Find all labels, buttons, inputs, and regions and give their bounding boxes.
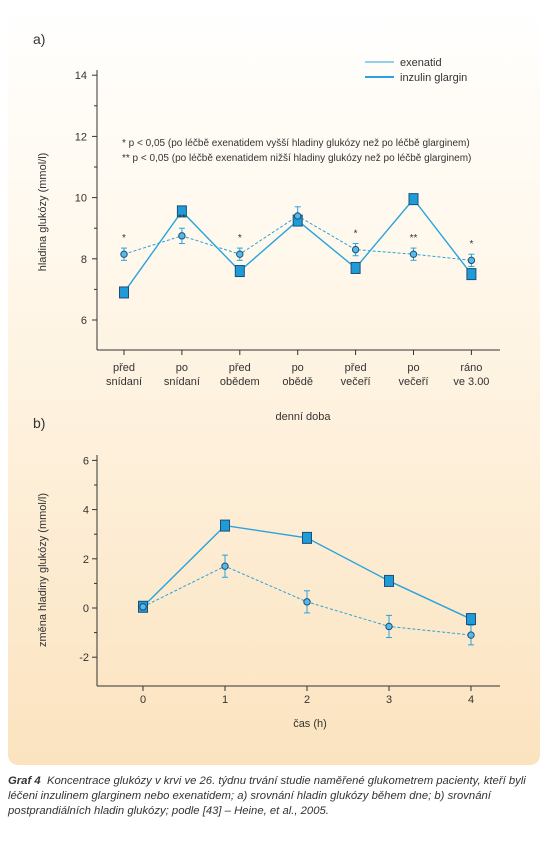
panel-b-y-tick-label: 0 xyxy=(83,603,89,615)
panel-b-glargin-point xyxy=(466,613,476,626)
panel-b-exenatid-point xyxy=(139,603,147,611)
panel-b-y-tick-label: 6 xyxy=(83,455,89,467)
panel-a-annotation: * p < 0,05 (po léčbě exenatidem vyšší hl… xyxy=(122,138,470,149)
panel-a-y-axis-title: hladina glukózy (mmol/l) xyxy=(37,153,49,272)
panel-a-exenatid-point xyxy=(120,250,128,258)
panel-a-significance-mark: * xyxy=(354,229,358,240)
panel-b-x-axis-title: čas (h) xyxy=(293,718,327,730)
panel-a-x-tick-label: večeří xyxy=(341,376,371,388)
figure-caption: Graf 4 Koncentrace glukózy v krvi ve 26.… xyxy=(8,774,540,819)
panel-b-y-axis-title: změna hladiny glukózy (mmol/l) xyxy=(37,493,49,647)
panel-b-glargin-point xyxy=(384,574,394,587)
panel-a-x-axis-title: denní doba xyxy=(275,411,331,423)
panel-a-glargin-point xyxy=(119,286,129,299)
panel-a-x-tick-label: snídaní xyxy=(106,376,142,388)
panel-a-exenatid-point xyxy=(236,250,244,258)
panel-a-significance-mark: * xyxy=(122,233,126,244)
panel-a-exenatid-point xyxy=(351,245,360,254)
panel-a-glargin-point xyxy=(350,261,361,274)
panel-a-significance-mark: * xyxy=(469,239,473,250)
panel-a-y-tick-label: 12 xyxy=(75,131,87,143)
panel-a-exenatid-point xyxy=(467,256,476,265)
panel-a-glargin-point xyxy=(466,268,477,281)
panel-a-y-tick-label: 14 xyxy=(75,70,87,82)
panel-a-x-tick-label: před xyxy=(229,362,251,374)
panel-b-exenatid-point xyxy=(385,622,393,631)
panel-b-exenatid-point xyxy=(303,598,311,606)
panel-b-glargin-point xyxy=(302,531,312,544)
panel-b-x-tick-label: 2 xyxy=(304,694,310,706)
panel-b-glargin-point xyxy=(220,519,230,532)
panel-a-x-tick-label: po xyxy=(407,362,419,374)
panel-a-y-tick-label: 8 xyxy=(81,254,87,266)
panel-b-exenatid-point xyxy=(221,562,229,570)
panel-b-y-tick-label: -2 xyxy=(79,652,89,664)
panel-a-glargin-point xyxy=(408,193,419,206)
panel-a-significance-mark: ** xyxy=(410,233,418,244)
chart-figure: a)68101214předsnídaníposnídanípředobědem… xyxy=(33,31,500,730)
caption-label: Graf 4 xyxy=(8,775,41,787)
panel-a-x-tick-label: před xyxy=(113,362,135,374)
panel-a-annotation: ** p < 0,05 (po léčbě exenatidem nižší h… xyxy=(122,153,471,164)
panel-b-label: b) xyxy=(33,415,45,431)
panel-b-x-tick-label: 3 xyxy=(386,694,392,706)
panel-a-glargin-point xyxy=(234,265,245,278)
panel-a-exenatid-point xyxy=(294,212,302,220)
panel-a-x-tick-label: ráno xyxy=(460,362,482,374)
panel-a-exenatid-point xyxy=(409,250,418,258)
panel-a-label: a) xyxy=(33,31,45,47)
panel-a-significance-mark: * xyxy=(238,233,242,244)
legend-glargin-label: inzulin glargin xyxy=(400,72,467,84)
panel-a-x-tick-label: ve 3.00 xyxy=(453,376,489,388)
panel-a-x-tick-label: po xyxy=(292,362,304,374)
panel-a-x-tick-label: večeří xyxy=(399,376,429,388)
panel-a-x-tick-label: po xyxy=(176,362,188,374)
legend-exenatid-label: exenatid xyxy=(400,57,442,69)
panel-b-exenatid-point xyxy=(467,631,475,639)
panel-a-y-tick-label: 10 xyxy=(75,193,87,205)
panel-a-x-tick-label: před xyxy=(345,362,367,374)
panel-a-exenatid-point xyxy=(178,232,186,240)
panel-a-glargin-point xyxy=(176,205,187,218)
panel-b-x-tick-label: 1 xyxy=(222,694,228,706)
caption-text: Koncentrace glukózy v krvi ve 26. týdnu … xyxy=(8,775,526,817)
panel-a-x-tick-label: obědem xyxy=(220,376,260,388)
panel-b-y-tick-label: 4 xyxy=(83,505,89,517)
panel-a-x-tick-label: obědě xyxy=(282,376,313,388)
panel-a-x-tick-label: snídaní xyxy=(164,376,200,388)
panel-b-x-tick-label: 4 xyxy=(468,694,474,706)
panel-a-y-tick-label: 6 xyxy=(81,315,87,327)
panel-b-x-tick-label: 0 xyxy=(140,694,146,706)
panel-b-y-tick-label: 2 xyxy=(83,554,89,566)
panel-a-significance-mark: ** xyxy=(178,213,186,224)
